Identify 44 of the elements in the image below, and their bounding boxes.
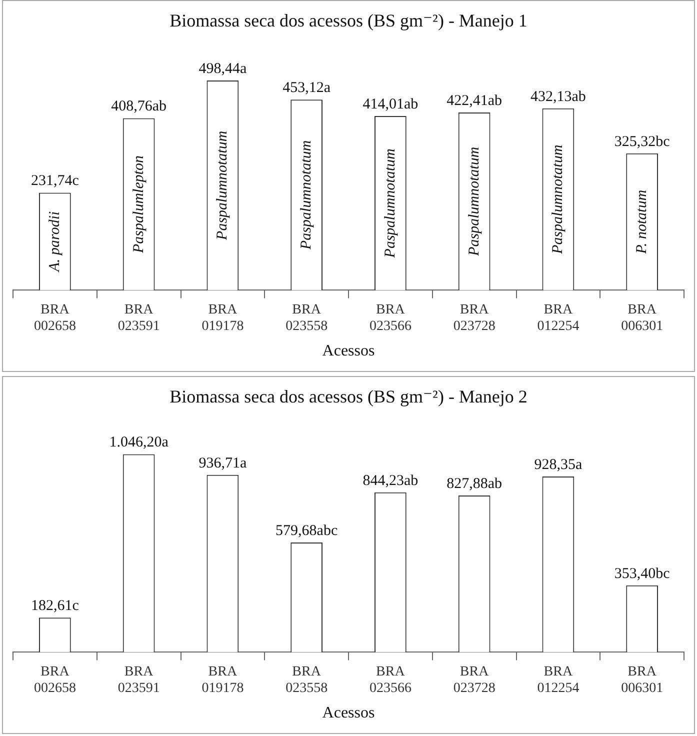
x-tick-label: BRA 023591 xyxy=(118,664,160,696)
chart-title: Biomassa seca dos acessos (BS gm⁻²) - Manejo 1 xyxy=(170,10,528,31)
x-tick-label: BRA 019178 xyxy=(202,664,244,696)
data-label: 453,12a xyxy=(282,80,331,96)
x-tick-label: BRA 023566 xyxy=(369,302,412,334)
data-label: 827,88ab xyxy=(446,476,502,492)
annotation: Paspalumnotatum xyxy=(466,146,482,257)
data-label: 182,61c xyxy=(30,598,80,614)
x-tick-label: BRA 023558 xyxy=(286,302,328,334)
x-tick-label: BRA 006301 xyxy=(621,664,664,696)
x-tick-label: BRA 023728 xyxy=(453,664,496,696)
x-tick-label: BRA 023558 xyxy=(286,664,328,696)
annotation: P. notatum xyxy=(634,190,650,255)
x-axis-title: Acessos xyxy=(322,342,375,360)
data-label: 422,41ab xyxy=(446,92,502,109)
data-label: 414,01ab xyxy=(362,96,418,112)
data-label: 844,23ab xyxy=(362,472,418,489)
x-tick-label: BRA 006301 xyxy=(621,302,664,334)
data-label: 579,68abc xyxy=(276,522,338,539)
data-label: 498,44a xyxy=(198,60,247,77)
annotation: Paspalumnotatum xyxy=(298,140,314,250)
x-tick-label: BRA 023566 xyxy=(369,664,412,696)
x-tick-label: BRA 019178 xyxy=(202,302,244,334)
x-tick-label: BRA 002658 xyxy=(34,302,76,334)
data-label: 353,40bc xyxy=(614,566,670,582)
data-label: 325,32bc xyxy=(614,134,670,150)
annotation: Paspalumlepton xyxy=(130,155,147,254)
x-tick-label: BRA 002658 xyxy=(34,664,76,696)
x-tick-label: BRA 012254 xyxy=(537,302,580,334)
annotation: Paspalumnotatum xyxy=(214,130,231,241)
data-label: 928,35a xyxy=(534,456,582,473)
data-label: 231,74c xyxy=(30,173,80,190)
x-tick-label: BRA 023728 xyxy=(453,302,496,334)
x-axis-title: Acessos xyxy=(322,704,375,722)
data-label: 432,13ab xyxy=(530,88,586,105)
annotation: Paspalumnotatum xyxy=(550,144,566,255)
x-tick-label: BRA 023591 xyxy=(118,302,160,334)
x-tick-label: BRA 012254 xyxy=(537,664,580,696)
annotation: A. parodii xyxy=(46,211,63,273)
chart-title: Biomassa seca dos acessos (BS gm⁻²) - Manejo 2 xyxy=(170,386,528,407)
annotation: Paspalumnotatum xyxy=(382,148,398,259)
data-label: 1.046,20a xyxy=(109,434,169,451)
data-label: 936,71a xyxy=(198,455,247,472)
data-label: 408,76ab xyxy=(111,98,167,115)
